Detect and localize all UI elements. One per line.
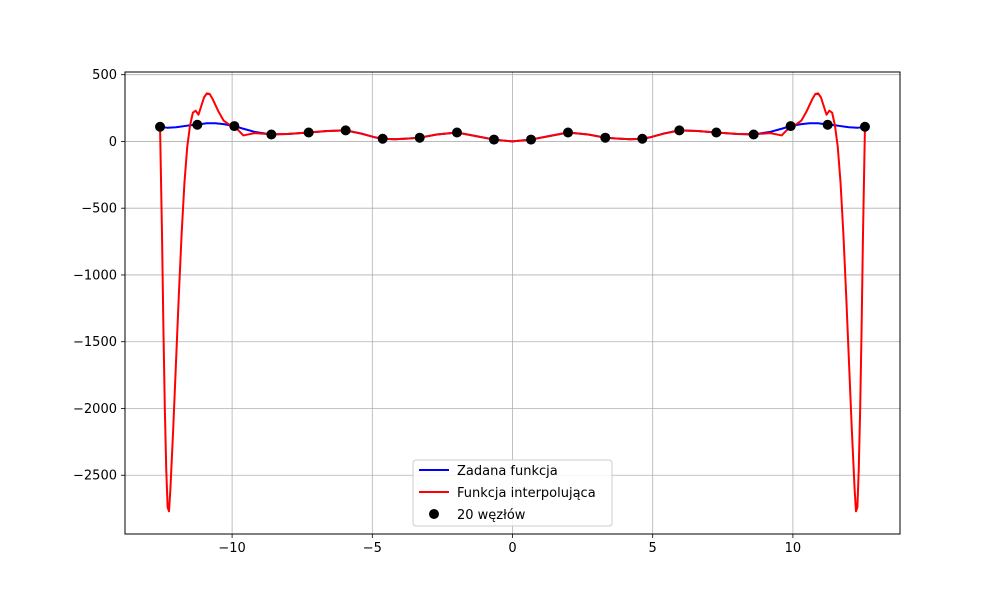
- nodes-layer: [155, 119, 870, 145]
- x-tick-label: 10: [785, 541, 802, 556]
- x-tick-label: 5: [649, 541, 657, 556]
- node-point: [229, 121, 240, 132]
- y-tick-label: 500: [92, 68, 117, 83]
- y-tick-label: −1500: [73, 335, 117, 350]
- node-point: [785, 121, 796, 132]
- y-axis: 500 0 −500 −1000 −1500 −2000 −2500: [73, 68, 125, 484]
- node-point: [488, 134, 499, 145]
- legend-label-interpolujaca: Funkcja interpolująca: [457, 486, 596, 501]
- y-tick-label: −500: [81, 202, 117, 217]
- x-tick-label: −5: [363, 541, 382, 556]
- node-point: [526, 134, 537, 145]
- node-point: [192, 119, 203, 130]
- node-point: [859, 121, 870, 132]
- node-point: [822, 119, 833, 130]
- x-tick-label: −10: [218, 541, 245, 556]
- legend-box: [412, 459, 613, 527]
- node-point: [711, 127, 722, 138]
- x-tick-label: 0: [508, 541, 516, 556]
- x-axis: −10 −5 0 5 10: [218, 534, 801, 556]
- node-point: [377, 133, 388, 144]
- node-point: [563, 127, 574, 138]
- node-point: [600, 132, 611, 143]
- series-line-funkcja-interpolujaca: [159, 92, 866, 513]
- legend-label-nodes: 20 węzłów: [457, 508, 526, 523]
- node-point: [340, 125, 351, 136]
- node-point: [637, 133, 648, 144]
- series-layer: [159, 92, 866, 513]
- node-point: [266, 129, 277, 140]
- legend: Zadana funkcja Funkcja interpolująca 20 …: [412, 459, 613, 527]
- node-point: [674, 125, 685, 136]
- node-point: [748, 129, 759, 140]
- legend-marker-nodes: [429, 509, 439, 519]
- y-tick-label: −2500: [73, 469, 117, 484]
- y-tick-label: 0: [109, 135, 117, 150]
- y-tick-label: −1000: [73, 268, 117, 283]
- node-point: [451, 127, 462, 138]
- node-point: [414, 132, 425, 143]
- node-point: [155, 121, 166, 132]
- legend-label-zadana: Zadana funkcja: [457, 464, 558, 479]
- node-point: [303, 127, 314, 138]
- y-tick-label: −2000: [73, 402, 117, 417]
